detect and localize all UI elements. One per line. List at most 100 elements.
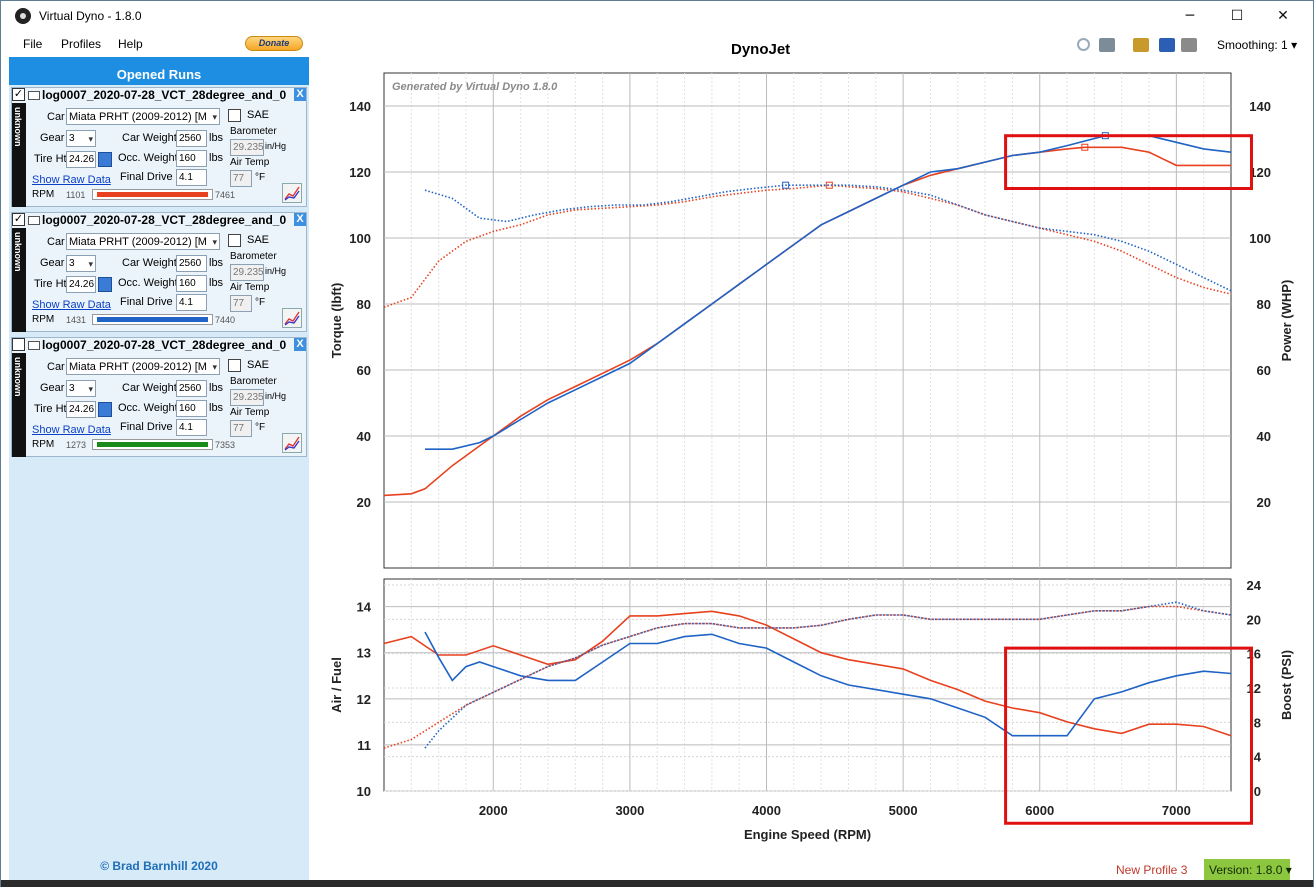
barometer-input[interactable]: 29.235: [230, 139, 264, 156]
rpm-range-slider[interactable]: [92, 189, 213, 200]
zoom-icon[interactable]: [1077, 38, 1090, 51]
car-select[interactable]: Miata PRHT (2009-2012) [M ▾: [66, 108, 220, 125]
occupant-weight-input[interactable]: 160: [176, 400, 207, 417]
x-tick-label: 6000: [1025, 803, 1054, 818]
close-run-button[interactable]: X: [294, 213, 306, 226]
y2-axis-label: Boost (PSI): [1279, 650, 1294, 720]
settings-icon[interactable]: [1099, 38, 1115, 52]
occupant-weight-label: Occ. Weight: [118, 152, 178, 164]
menu-file[interactable]: File: [23, 37, 43, 51]
tire-height-label: Tire Ht: [34, 278, 67, 290]
calculator-icon[interactable]: [98, 152, 112, 167]
opened-runs-sidebar: Opened Runs ✓ log0007_2020-07-28_VCT_28d…: [9, 57, 309, 882]
tire-height-input[interactable]: 24.26: [66, 151, 96, 168]
menu-profiles[interactable]: Profiles: [61, 37, 102, 51]
run-side-bar: unknown: [12, 103, 26, 207]
minimize-button[interactable]: ─: [1185, 8, 1195, 24]
y2-axis-label: Power (WHP): [1279, 280, 1294, 362]
air-temp-input[interactable]: 77: [230, 170, 252, 187]
run-title[interactable]: log0007_2020-07-28_VCT_28degree_and_0: [42, 338, 287, 352]
y-axis-label: Air / Fuel: [329, 657, 344, 713]
tire-height-input[interactable]: 24.26: [66, 401, 96, 418]
sae-label: SAE: [247, 359, 270, 371]
barometer-input[interactable]: 29.235: [230, 389, 264, 406]
run-panel-3: log0007_2020-07-28_VCT_28degree_and_0 X …: [11, 337, 307, 457]
run-panel-1: ✓ log0007_2020-07-28_VCT_28degree_and_0 …: [11, 87, 307, 207]
final-drive-input[interactable]: 4.1: [176, 419, 207, 436]
menu-help[interactable]: Help: [118, 37, 143, 51]
save-icon[interactable]: [1159, 38, 1175, 52]
rpm-range-fill: [97, 442, 208, 447]
car-weight-input[interactable]: 2560: [176, 255, 207, 272]
car-weight-label: Car Weight: [122, 132, 177, 144]
y-tick-label: 12: [357, 692, 371, 707]
sae-checkbox[interactable]: [228, 234, 241, 247]
sae-checkbox[interactable]: [228, 359, 241, 372]
profile-name[interactable]: New Profile 3: [1116, 863, 1188, 877]
dyno-chart: 2040608010012014020406080100120140Genera…: [329, 72, 1294, 842]
donate-button[interactable]: Donate: [245, 36, 303, 51]
show-raw-data-link[interactable]: Show Raw Data: [32, 174, 111, 186]
sae-label: SAE: [247, 234, 270, 246]
occupant-weight-input[interactable]: 160: [176, 275, 207, 292]
calculator-icon[interactable]: [98, 277, 112, 292]
run-enable-checkbox[interactable]: ✓: [12, 88, 25, 101]
menu-bar: File Profiles Help: [9, 34, 309, 54]
rpm-range-slider[interactable]: [92, 314, 213, 325]
y2-tick-label: 24: [1247, 578, 1262, 593]
barometer-unit: in/Hg: [265, 141, 287, 151]
maximize-button[interactable]: ☐: [1230, 8, 1244, 24]
barometer-input[interactable]: 29.235: [230, 264, 264, 281]
version-dropdown[interactable]: Version: 1.8.0 ▾: [1204, 859, 1292, 881]
show-raw-data-link[interactable]: Show Raw Data: [32, 424, 111, 436]
clipboard-icon[interactable]: [1133, 38, 1149, 52]
graph-icon[interactable]: [282, 433, 302, 453]
rpm-min-value: 1273: [66, 440, 87, 450]
air-temp-input[interactable]: 77: [230, 420, 252, 437]
run-title[interactable]: log0007_2020-07-28_VCT_28degree_and_0: [42, 213, 287, 227]
chevron-down-icon: ▾: [212, 112, 217, 122]
calculator-icon[interactable]: [98, 402, 112, 417]
run-side-bar: unknown: [12, 228, 26, 332]
gear-select[interactable]: 3 ▾: [66, 255, 96, 272]
run-title[interactable]: log0007_2020-07-28_VCT_28degree_and_0: [42, 88, 287, 102]
x-axis-label: Engine Speed (RPM): [744, 827, 871, 842]
final-drive-input[interactable]: 4.1: [176, 169, 207, 186]
x-tick-label: 2000: [479, 803, 508, 818]
version-label: Version: 1.8.0: [1209, 863, 1283, 877]
sae-label: SAE: [247, 109, 270, 121]
final-drive-input[interactable]: 4.1: [176, 294, 207, 311]
car-select[interactable]: Miata PRHT (2009-2012) [M ▾: [66, 358, 220, 375]
gear-select[interactable]: 3 ▾: [66, 380, 96, 397]
close-button[interactable]: ✕: [1277, 8, 1289, 24]
gear-select[interactable]: 3 ▾: [66, 130, 96, 147]
car-weight-unit: lbs: [209, 382, 224, 394]
graph-icon[interactable]: [282, 308, 302, 328]
air-temp-input[interactable]: 77: [230, 295, 252, 312]
car-weight-input[interactable]: 2560: [176, 130, 207, 147]
series-line-1: [383, 610, 1232, 737]
smoothing-dropdown[interactable]: Smoothing: 1 ▾: [1217, 38, 1297, 52]
air-temp-unit: °F: [255, 422, 266, 433]
plot-area-1: [383, 72, 1232, 569]
occupant-weight-input[interactable]: 160: [176, 150, 207, 167]
rpm-max-value: 7353: [215, 440, 236, 450]
rpm-range-slider[interactable]: [92, 439, 213, 450]
close-run-button[interactable]: X: [294, 338, 306, 351]
rpm-max-value: 7440: [215, 315, 236, 325]
car-select[interactable]: Miata PRHT (2009-2012) [M ▾: [66, 233, 220, 250]
tire-height-input[interactable]: 24.26: [66, 276, 96, 293]
close-run-button[interactable]: X: [294, 88, 306, 101]
air-temp-label: Air Temp: [230, 157, 270, 168]
y-tick-label: 14: [357, 600, 372, 615]
air-temp-label: Air Temp: [230, 282, 270, 293]
run-enable-checkbox[interactable]: ✓: [12, 213, 25, 226]
show-raw-data-link[interactable]: Show Raw Data: [32, 299, 111, 311]
car-weight-input[interactable]: 2560: [176, 380, 207, 397]
run-file-icon: [28, 216, 40, 225]
print-icon[interactable]: [1181, 38, 1197, 52]
sae-checkbox[interactable]: [228, 109, 241, 122]
y2-tick-label: 0: [1254, 784, 1261, 799]
run-enable-checkbox[interactable]: [12, 338, 25, 351]
graph-icon[interactable]: [282, 183, 302, 203]
